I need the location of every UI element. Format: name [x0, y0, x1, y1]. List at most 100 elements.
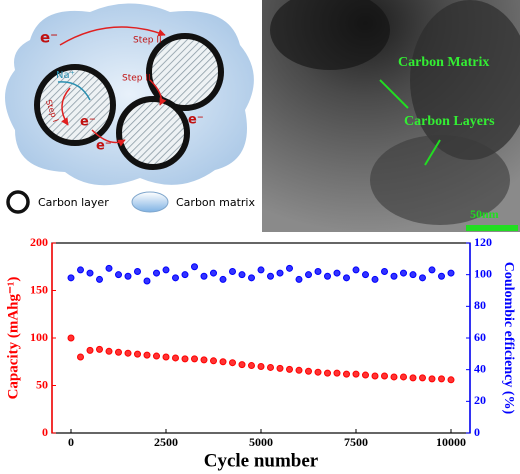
arrow	[91, 129, 126, 147]
data-point	[447, 376, 455, 384]
data-point	[333, 369, 341, 377]
data-point	[200, 272, 208, 280]
y2-tick-label: 0	[474, 425, 480, 439]
data-point	[390, 373, 398, 381]
y2-tick-label: 40	[474, 361, 486, 375]
data-point	[324, 272, 331, 280]
data-point	[390, 272, 398, 280]
data-point	[295, 366, 303, 374]
data-point	[438, 272, 445, 280]
data-point	[267, 272, 274, 280]
data-point	[343, 274, 350, 282]
x-tick-label: 5000	[249, 435, 273, 449]
carbon-sphere	[146, 33, 224, 111]
data-point	[96, 275, 103, 283]
data-point	[181, 271, 189, 279]
data-point	[314, 368, 322, 376]
data-point	[77, 353, 84, 361]
tem-particle	[270, 0, 390, 70]
y-tick-label: 200	[30, 235, 48, 249]
data-point	[238, 271, 246, 279]
data-point	[181, 355, 189, 363]
y2-axis-label: Coulombic efficiency (%)	[501, 262, 516, 415]
tem-label: Carbon Matrix	[398, 55, 489, 70]
data-point	[257, 266, 265, 274]
data-point	[210, 357, 217, 365]
data-point	[305, 367, 312, 375]
y-tick-label: 100	[30, 330, 48, 344]
data-point	[305, 271, 312, 279]
pointer	[379, 79, 409, 109]
data-point	[134, 268, 141, 275]
data-point	[333, 269, 341, 277]
data-point	[257, 363, 265, 370]
y2-tick-label: 60	[474, 330, 486, 344]
arrow	[57, 81, 91, 101]
y-tick-label: 50	[36, 377, 48, 391]
data-point	[134, 350, 141, 358]
electron-label: e⁻	[40, 29, 58, 47]
y2-tick-label: 20	[474, 393, 486, 407]
data-point	[352, 370, 360, 378]
data-point	[419, 274, 426, 282]
data-point	[400, 269, 407, 277]
data-point	[343, 370, 350, 378]
data-point	[77, 266, 84, 274]
legend-label: Carbon layer	[38, 196, 109, 209]
y2-tick-label: 80	[474, 298, 486, 312]
data-point	[438, 375, 445, 383]
data-point	[447, 269, 455, 277]
data-point	[153, 352, 160, 360]
data-point	[229, 359, 236, 367]
step-label: Step II	[122, 74, 151, 84]
data-point	[324, 369, 331, 377]
data-point	[371, 275, 379, 283]
data-point	[67, 274, 75, 282]
data-point	[153, 269, 160, 277]
x-tick-label: 7500	[344, 435, 368, 449]
scale-label: 50nm	[470, 207, 499, 221]
data-point	[143, 351, 151, 359]
data-point	[105, 347, 113, 355]
data-point	[295, 275, 303, 283]
arrow	[61, 87, 71, 126]
data-point	[381, 268, 388, 275]
data-point	[352, 266, 360, 274]
data-point	[238, 361, 246, 369]
carbon-sphere	[34, 64, 116, 146]
data-point	[191, 263, 198, 271]
data-point	[371, 372, 379, 380]
pointer	[424, 139, 441, 166]
data-point	[96, 345, 103, 353]
data-point	[219, 275, 227, 283]
electron-label: e⁻	[96, 139, 112, 154]
legend-swatch	[131, 191, 169, 213]
data-point	[86, 269, 94, 277]
data-point	[428, 266, 436, 274]
tem-label: Carbon Layers	[404, 114, 495, 129]
data-point	[124, 272, 132, 280]
data-point	[105, 264, 113, 272]
data-point	[162, 353, 170, 361]
data-point	[409, 271, 417, 279]
data-point	[86, 346, 94, 354]
legend-label: Carbon matrix	[176, 196, 255, 209]
carbon-sphere	[116, 96, 190, 170]
data-point	[400, 373, 407, 381]
y-tick-label: 0	[42, 425, 48, 439]
data-point	[362, 371, 369, 379]
chart: 0 2500 5000 7500 10000 0 50 100 150 200 0 20 40 60 80 1…	[5, 235, 515, 472]
ion-label: Na⁺	[56, 70, 75, 81]
y-tick-label: 150	[30, 282, 48, 296]
data-point	[229, 268, 236, 275]
x-tick-label: 10000	[436, 435, 466, 449]
tem-particle	[370, 135, 510, 225]
data-point	[286, 365, 293, 373]
schematic: e⁻ Step II Na⁺ Step I Step II e⁻ e⁻ e⁻ C…	[5, 3, 255, 214]
data-point	[428, 375, 436, 383]
data-point	[172, 274, 179, 282]
x-axis-label: Cycle number	[204, 450, 319, 471]
step-label: Step II	[133, 36, 162, 46]
data-point	[162, 266, 170, 274]
